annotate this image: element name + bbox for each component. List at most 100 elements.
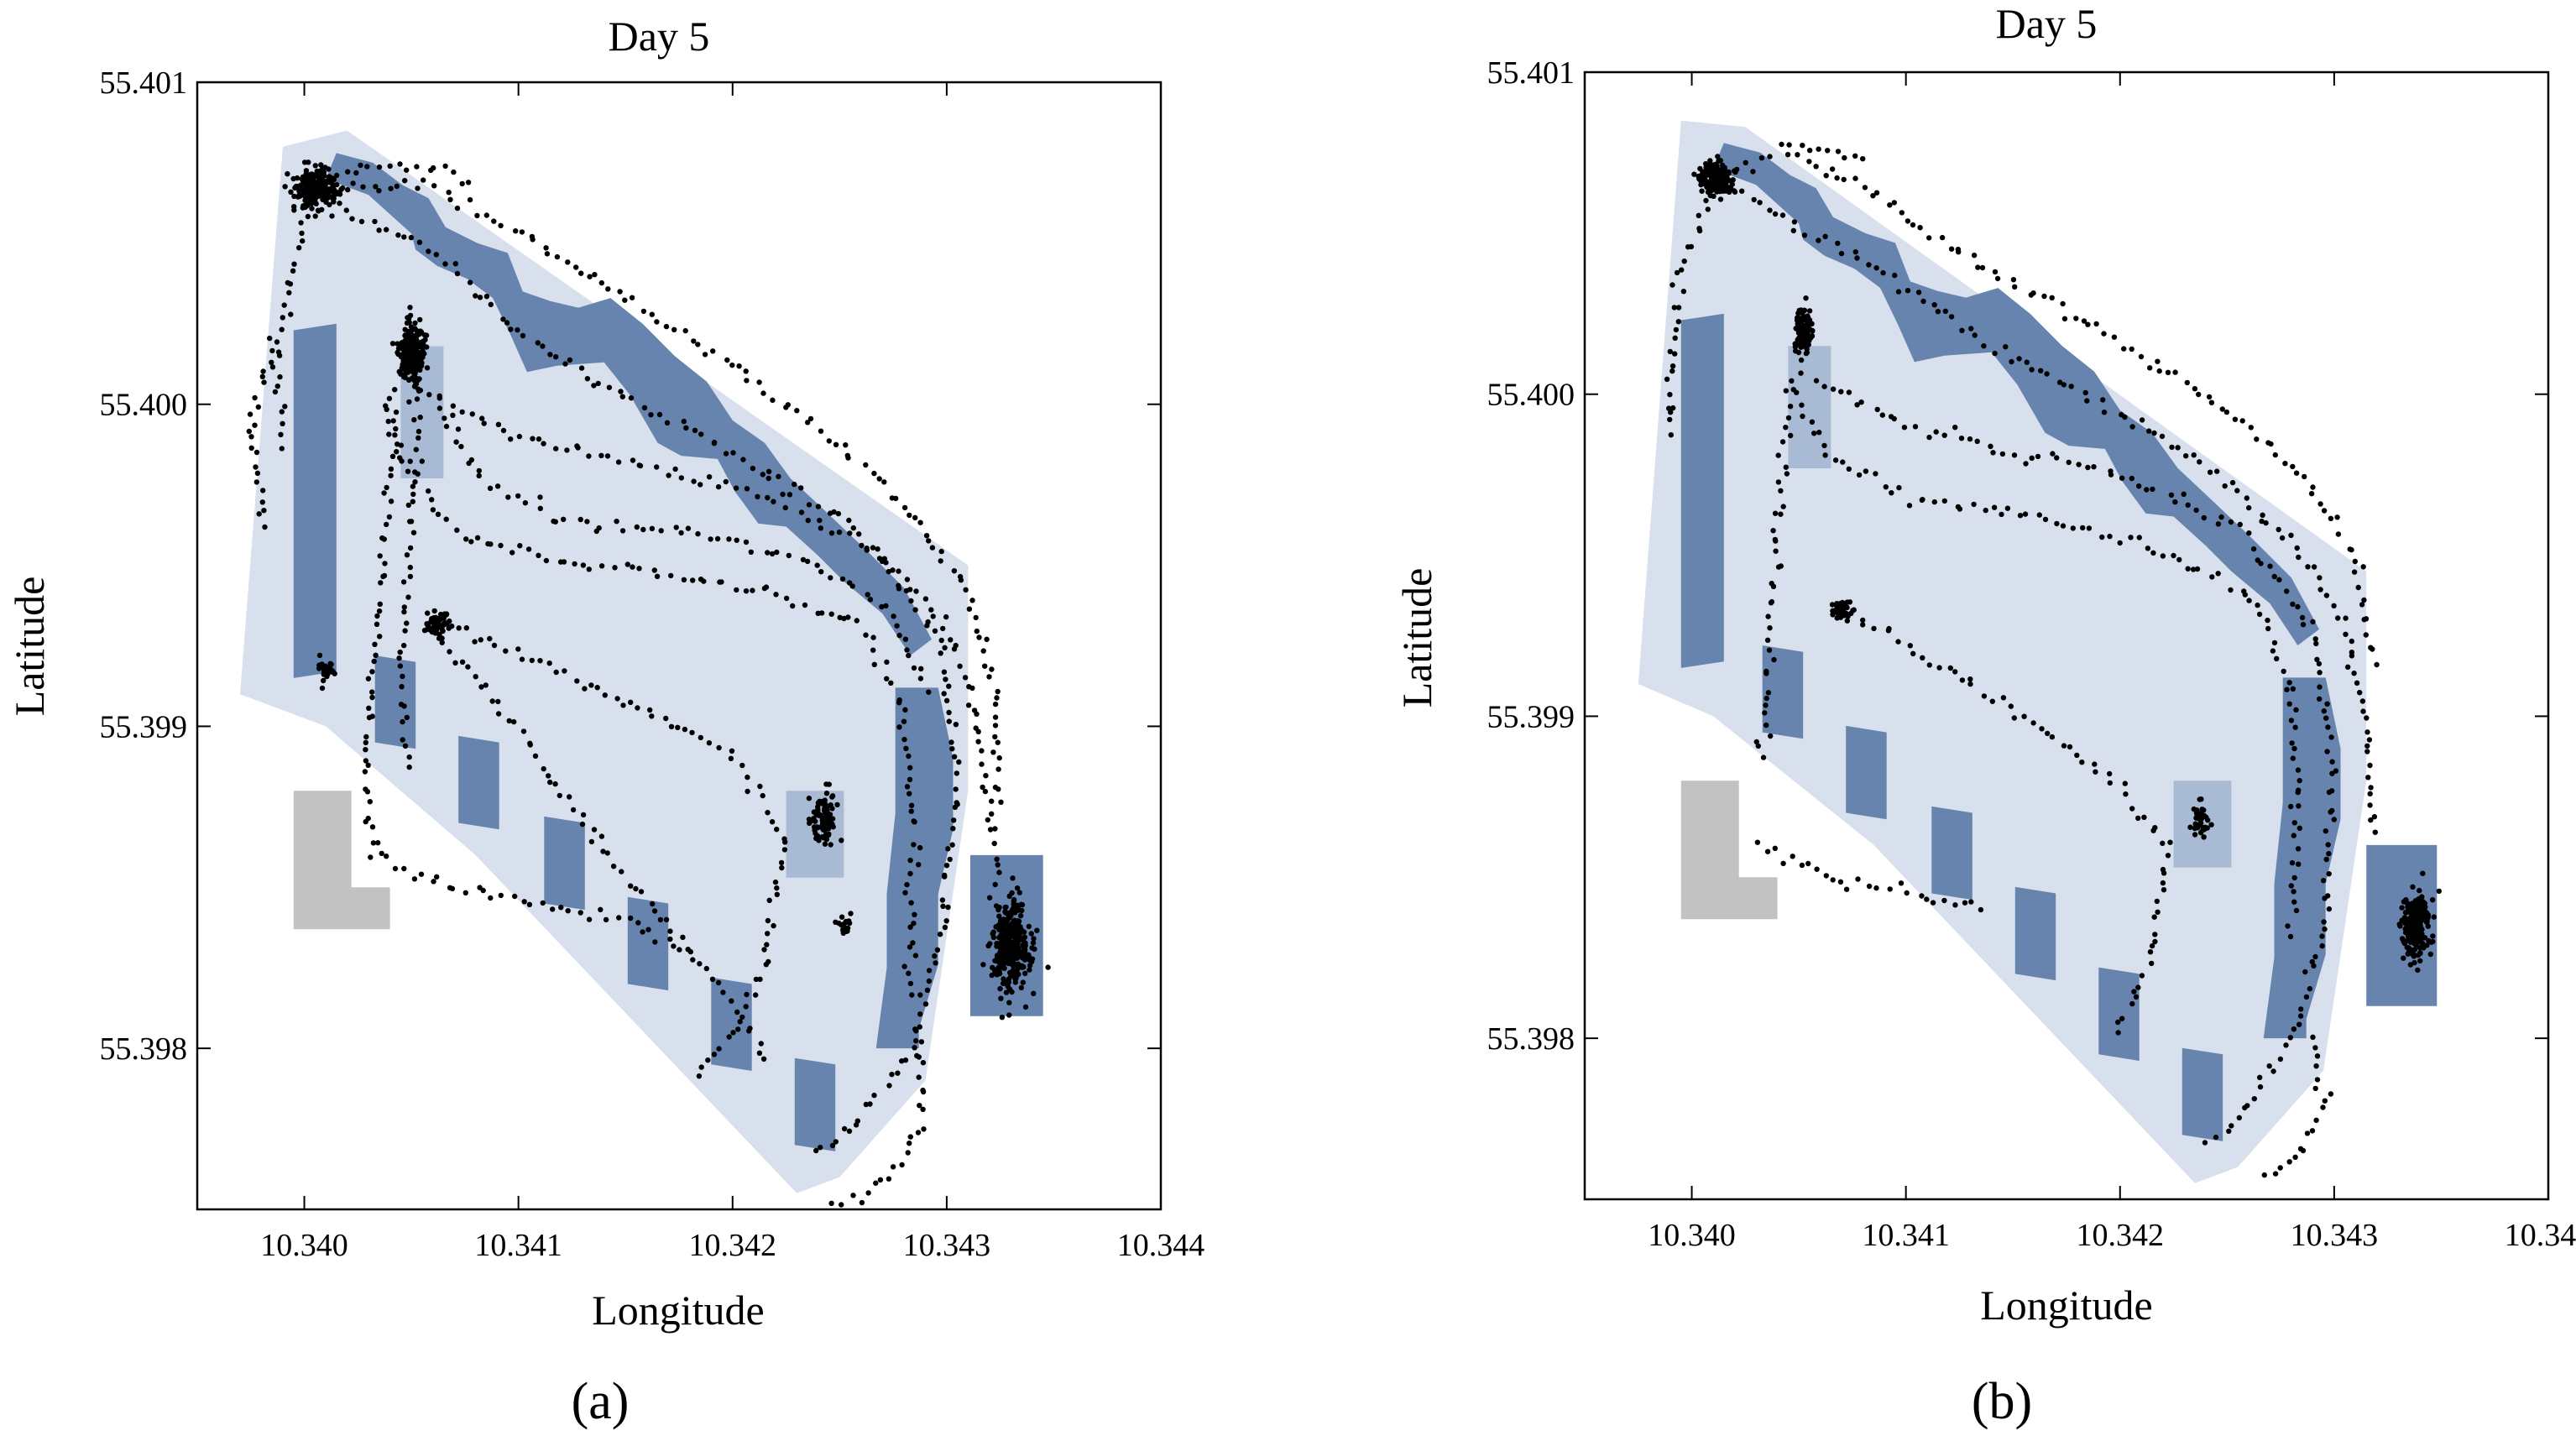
track-point xyxy=(666,473,671,478)
track-point xyxy=(1896,484,1902,491)
track-point xyxy=(658,528,664,534)
track-point xyxy=(2309,958,2315,965)
track-point xyxy=(1920,497,1925,503)
track-point xyxy=(2155,358,2161,364)
track-point xyxy=(2349,653,2355,659)
track-point xyxy=(1026,923,1032,930)
track-point xyxy=(498,542,504,549)
track-point xyxy=(836,530,843,535)
track-point xyxy=(779,864,785,871)
track-point xyxy=(2425,923,2431,929)
track-point xyxy=(2367,762,2373,769)
track-point xyxy=(2234,488,2240,493)
track-point xyxy=(649,311,655,317)
track-point xyxy=(311,194,317,200)
track-point xyxy=(962,675,969,681)
track-point xyxy=(446,625,452,631)
track-point xyxy=(424,621,430,627)
track-point xyxy=(1783,388,1789,394)
track-point xyxy=(757,783,763,790)
track-point xyxy=(2066,459,2072,466)
track-point xyxy=(871,470,877,477)
track-point xyxy=(1779,141,1784,148)
track-point xyxy=(1667,348,1674,355)
track-point xyxy=(530,237,536,243)
track-point xyxy=(683,425,689,431)
track-point xyxy=(873,1180,879,1186)
track-point xyxy=(614,519,619,525)
track-point xyxy=(734,587,739,593)
track-point xyxy=(2196,391,2202,398)
track-point xyxy=(813,812,819,817)
track-point xyxy=(911,818,917,824)
track-point xyxy=(906,753,912,760)
track-point xyxy=(2411,903,2417,910)
track-point xyxy=(783,405,789,410)
track-point xyxy=(2213,1134,2219,1141)
track-point xyxy=(261,508,267,514)
track-point xyxy=(1971,253,1978,258)
track-point xyxy=(1791,219,1798,225)
track-point xyxy=(1720,162,1726,169)
track-point xyxy=(299,230,305,237)
track-point xyxy=(1935,309,1941,315)
track-point xyxy=(2165,853,2171,859)
track-point xyxy=(716,744,722,751)
track-point xyxy=(374,621,380,627)
panel-a-zone-dark xyxy=(627,896,669,991)
track-point xyxy=(425,610,431,616)
track-point xyxy=(2197,459,2202,465)
track-point xyxy=(938,637,944,644)
track-point xyxy=(598,279,604,286)
track-point xyxy=(483,294,490,300)
track-point xyxy=(912,514,918,520)
track-point xyxy=(671,943,677,949)
track-point xyxy=(327,660,333,666)
track-point xyxy=(343,207,349,213)
track-point xyxy=(753,976,760,983)
track-point xyxy=(374,613,380,619)
track-point xyxy=(2061,743,2067,749)
track-point xyxy=(2326,906,2333,912)
track-point xyxy=(995,766,1001,772)
track-point xyxy=(1959,677,1966,683)
track-point xyxy=(513,228,519,234)
track-point xyxy=(337,201,342,206)
track-point xyxy=(1866,262,1872,268)
track-point xyxy=(2409,922,2416,928)
track-point xyxy=(2404,900,2410,906)
track-point xyxy=(530,436,536,441)
track-point xyxy=(443,516,449,522)
track-point xyxy=(702,352,708,358)
track-point xyxy=(458,443,464,450)
track-point xyxy=(1711,193,1716,199)
track-point xyxy=(926,968,933,974)
track-point xyxy=(1787,404,1794,410)
track-point xyxy=(766,897,772,904)
track-point xyxy=(358,162,363,169)
track-point xyxy=(918,666,924,671)
track-point xyxy=(2276,577,2282,582)
track-point xyxy=(399,684,405,690)
panel-a-label: (a) xyxy=(572,1373,630,1430)
track-point xyxy=(995,955,1001,962)
panel-b-zone-gray xyxy=(1680,781,1778,920)
track-point xyxy=(771,922,776,929)
track-point xyxy=(1979,264,1986,271)
track-point xyxy=(912,607,918,613)
track-point xyxy=(904,881,910,888)
track-point xyxy=(682,327,688,334)
track-point xyxy=(504,320,510,326)
track-point xyxy=(826,438,832,444)
track-point xyxy=(2208,399,2215,405)
track-point xyxy=(388,499,394,504)
track-point xyxy=(1843,886,1850,892)
track-point xyxy=(943,676,948,682)
track-point xyxy=(2029,455,2035,461)
track-point xyxy=(413,334,419,340)
track-point xyxy=(1014,941,1021,947)
track-point xyxy=(405,347,411,352)
track-point xyxy=(2042,516,2049,523)
track-point xyxy=(353,170,359,176)
track-point xyxy=(1765,613,1771,619)
